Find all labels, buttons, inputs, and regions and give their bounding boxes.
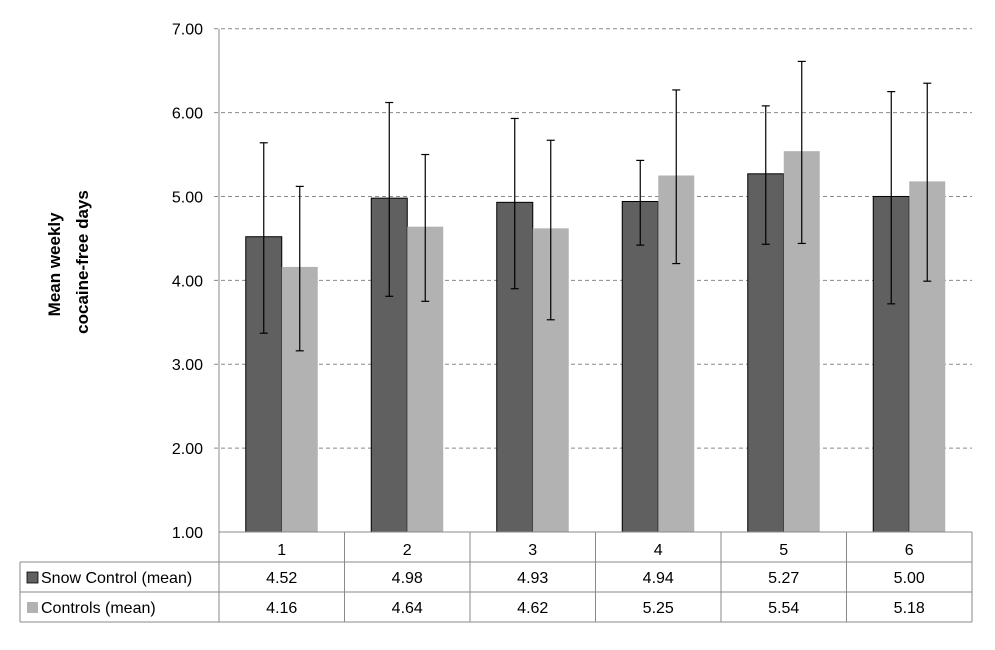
error-bar xyxy=(421,153,430,302)
error-bar xyxy=(385,101,394,297)
table-value: 5.00 xyxy=(894,570,925,587)
error-bar xyxy=(672,89,681,265)
error-bar xyxy=(295,185,304,352)
y-axis-label-line1: Mean weekly xyxy=(45,212,64,316)
category-label: 6 xyxy=(905,542,914,559)
error-bar xyxy=(923,82,932,282)
error-bar xyxy=(636,159,645,246)
table-value: 4.16 xyxy=(266,600,297,617)
legend-label-snow-control: Snow Control (mean) xyxy=(41,570,192,587)
y-tick-label: 3.00 xyxy=(172,357,203,374)
y-axis-label: Mean weekly cocaine-free days xyxy=(45,190,92,334)
bar-snow-control-4 xyxy=(621,200,659,533)
table-value: 4.62 xyxy=(517,600,548,617)
error-bar xyxy=(887,91,896,305)
legend-label-controls: Controls (mean) xyxy=(41,600,156,617)
category-label: 3 xyxy=(528,542,537,559)
error-bar xyxy=(797,60,806,245)
table-value: 4.94 xyxy=(643,570,674,587)
error-bar xyxy=(510,117,519,290)
y-axis-ticks: 1.00 2.00 3.00 4.00 5.00 6.00 7.00 xyxy=(172,22,203,542)
table-value: 5.25 xyxy=(643,600,674,617)
legend-swatch-snow-control xyxy=(26,571,39,584)
y-tick-label: 4.00 xyxy=(172,273,203,290)
table-value: 4.93 xyxy=(517,570,548,587)
table-value: 4.64 xyxy=(392,600,423,617)
error-bar xyxy=(546,139,555,321)
y-tick-label: 2.00 xyxy=(172,441,203,458)
y-tick-label: 7.00 xyxy=(172,22,203,39)
y-tick-label: 6.00 xyxy=(172,106,203,123)
table-value: 5.27 xyxy=(768,570,799,587)
error-bars xyxy=(259,60,932,352)
y-axis-label-line2: cocaine-free days xyxy=(73,190,92,334)
y-tick-label: 5.00 xyxy=(172,189,203,206)
bars xyxy=(245,151,946,533)
error-bar xyxy=(259,142,268,334)
table-value: 5.54 xyxy=(768,600,799,617)
table-value: 4.98 xyxy=(392,570,423,587)
table-value: 4.52 xyxy=(266,570,297,587)
y-tick-label: 1.00 xyxy=(172,525,203,542)
legend-swatch-controls xyxy=(27,602,38,613)
category-label: 5 xyxy=(779,542,788,559)
category-label: 4 xyxy=(654,542,663,559)
data-table: 1 2 3 4 5 6 Snow Control (mean) 4.52 4.98 4.93 4.9… xyxy=(19,531,973,623)
category-label: 1 xyxy=(277,542,286,559)
gridlines xyxy=(214,28,972,532)
error-bar xyxy=(761,105,770,245)
category-label: 2 xyxy=(403,542,412,559)
table-value: 5.18 xyxy=(894,600,925,617)
